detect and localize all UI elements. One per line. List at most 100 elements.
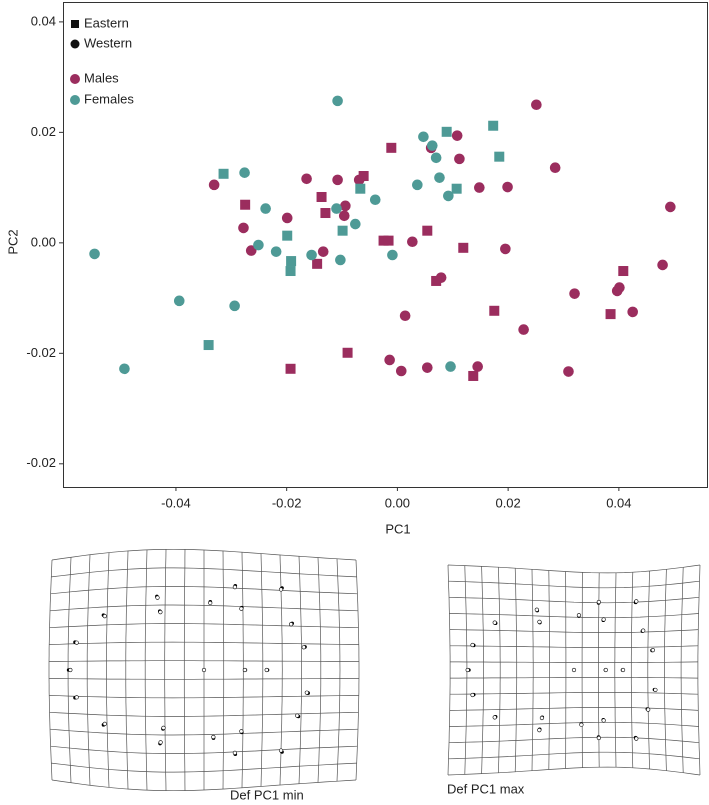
panel-caption: Def PC1 min xyxy=(230,787,304,802)
point xyxy=(458,242,469,253)
grid-line xyxy=(630,572,634,768)
grid-line xyxy=(222,550,225,790)
x-tick-label: -0.04 xyxy=(161,495,191,510)
grid-line xyxy=(447,564,451,776)
legend-label: Males xyxy=(84,70,119,85)
x-tick-label: 0.00 xyxy=(385,495,410,510)
landmark xyxy=(537,619,542,625)
grid-line xyxy=(449,721,699,727)
point xyxy=(383,235,394,246)
point xyxy=(229,300,240,312)
grid-line xyxy=(48,559,53,781)
landmark xyxy=(295,713,300,718)
landmark xyxy=(603,667,608,673)
point xyxy=(285,266,296,277)
grid-line xyxy=(697,564,701,776)
point xyxy=(369,194,381,206)
y-axis-label: PC2 xyxy=(5,229,20,254)
landmark xyxy=(646,707,651,712)
grid-line xyxy=(448,751,700,760)
legend-swatch xyxy=(71,20,79,28)
grid-line xyxy=(164,549,167,791)
point xyxy=(316,191,327,202)
point xyxy=(208,179,220,191)
grid-line xyxy=(49,728,359,736)
landmark xyxy=(470,692,475,698)
landmark xyxy=(596,735,601,741)
point xyxy=(531,99,542,111)
landmark xyxy=(304,690,309,695)
grid-line xyxy=(447,766,701,776)
point xyxy=(337,225,348,236)
grid-line xyxy=(447,564,701,574)
point xyxy=(445,361,456,372)
point xyxy=(281,212,293,224)
grid-line xyxy=(125,550,129,790)
point xyxy=(488,120,499,131)
legend-swatch xyxy=(70,39,80,49)
landmark xyxy=(102,614,107,619)
landmark xyxy=(161,725,166,731)
point xyxy=(270,246,282,257)
point xyxy=(451,183,462,194)
grid-line xyxy=(183,549,186,791)
legend-label: Eastern xyxy=(84,15,129,30)
point xyxy=(253,239,264,251)
grid-line xyxy=(51,567,357,578)
legend-label: Western xyxy=(84,35,132,50)
grid-line xyxy=(449,707,699,711)
grid-line xyxy=(51,762,357,773)
point xyxy=(431,275,442,286)
landmark xyxy=(68,667,73,673)
grid-line xyxy=(317,557,322,783)
point xyxy=(331,203,342,214)
grid-line xyxy=(448,596,700,604)
landmark xyxy=(74,695,79,700)
landmark xyxy=(74,640,79,645)
landmark xyxy=(102,721,107,726)
grid-line xyxy=(86,554,91,786)
landmark xyxy=(579,722,584,727)
landmark xyxy=(634,599,639,604)
point xyxy=(332,174,343,186)
point xyxy=(340,200,351,212)
legend-swatch xyxy=(70,74,80,84)
point xyxy=(358,171,369,182)
landmark xyxy=(278,748,284,753)
point xyxy=(342,347,353,358)
grid-line xyxy=(548,570,550,770)
point xyxy=(285,363,296,374)
grid-line xyxy=(260,553,264,787)
point xyxy=(412,179,423,191)
grid-line xyxy=(49,711,359,717)
point xyxy=(89,248,100,260)
landmark xyxy=(634,736,639,741)
grid-line xyxy=(298,556,302,784)
point xyxy=(335,254,346,266)
landmark xyxy=(232,585,237,590)
point xyxy=(317,246,329,257)
point xyxy=(665,201,676,213)
point xyxy=(618,266,629,277)
point xyxy=(472,361,483,372)
grid-line xyxy=(498,567,501,773)
point xyxy=(569,288,580,299)
grid-line xyxy=(531,569,534,771)
x-tick-label: -0.02 xyxy=(272,495,302,510)
point xyxy=(338,210,350,222)
point xyxy=(387,249,398,261)
landmark xyxy=(208,600,213,606)
point xyxy=(301,173,312,185)
grid-line xyxy=(279,554,283,786)
y-tick-label: 0.00 xyxy=(31,234,56,249)
legend-label: Females xyxy=(84,91,134,106)
point xyxy=(203,340,214,351)
grid-line xyxy=(450,661,698,663)
grid-line xyxy=(614,572,617,768)
point xyxy=(563,366,574,377)
point xyxy=(605,309,616,320)
point xyxy=(395,365,407,377)
y-tick-label: -0.02 xyxy=(26,345,56,360)
point xyxy=(454,153,465,165)
panel-caption: Def PC1 max xyxy=(447,781,525,796)
